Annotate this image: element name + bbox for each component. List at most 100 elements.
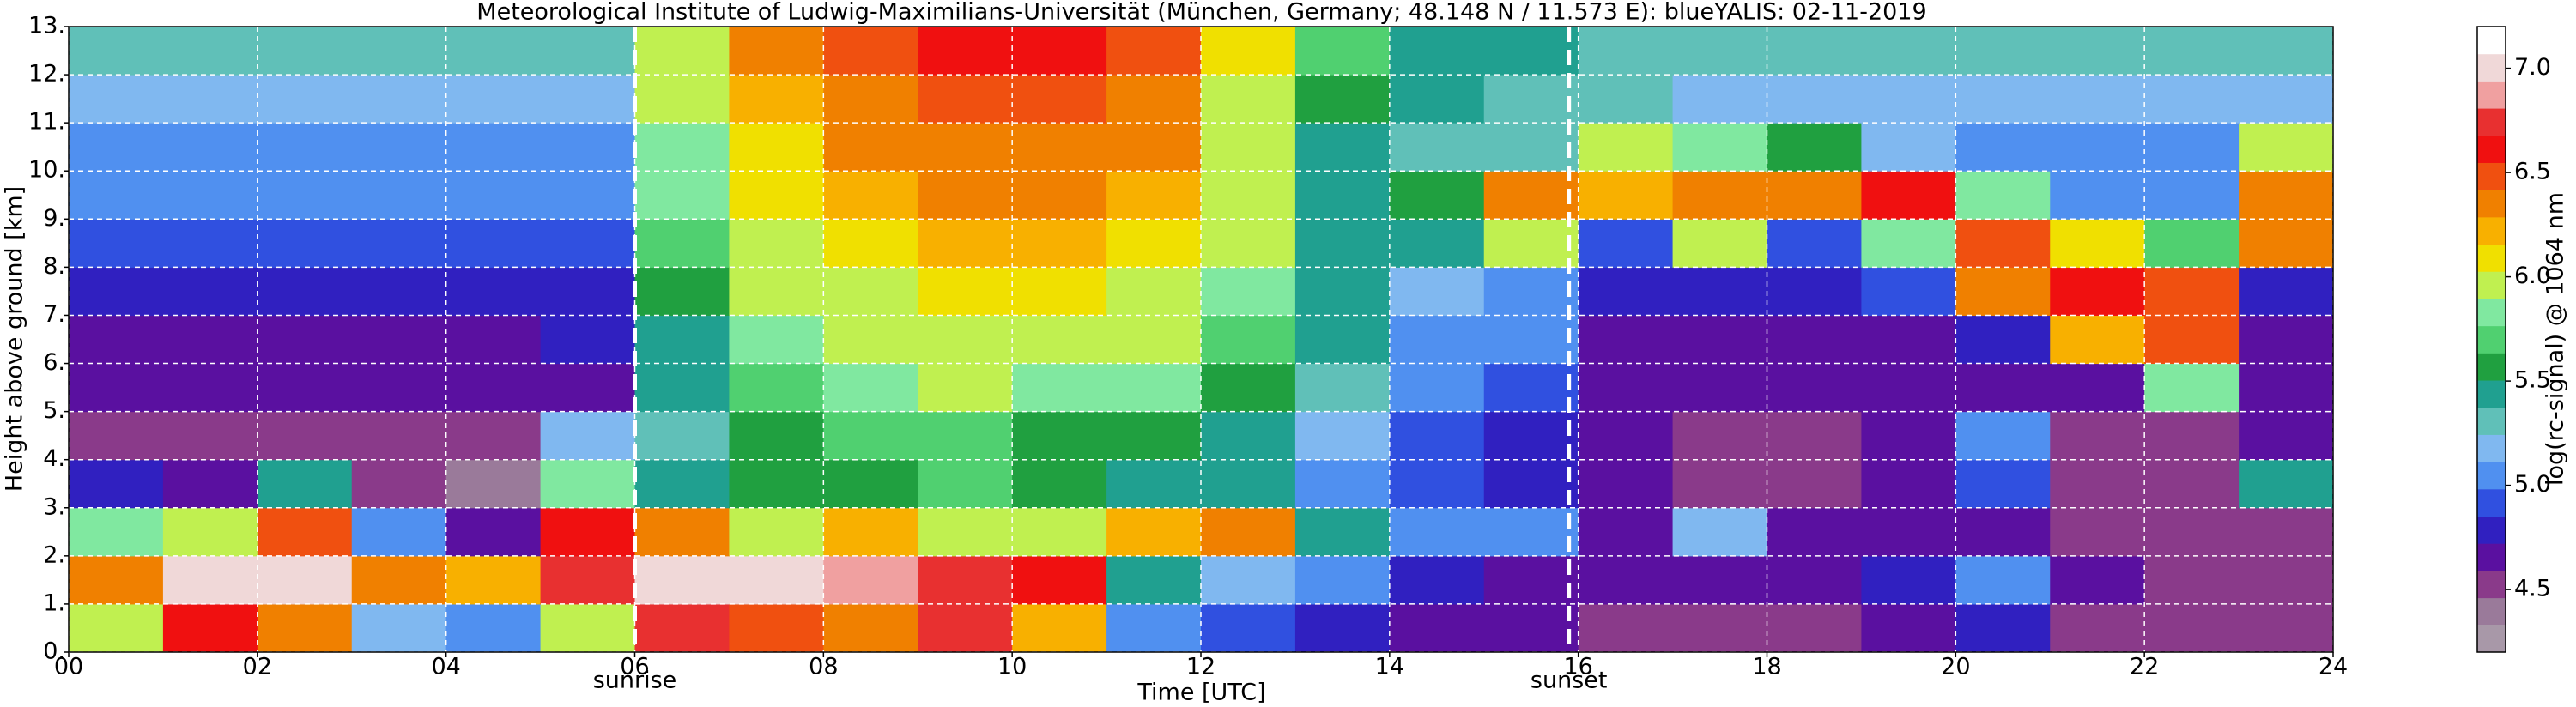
heatmap-cell [1767, 267, 1862, 316]
heatmap-cell [2050, 603, 2145, 653]
colorbar-segment [2477, 53, 2506, 82]
heatmap-cell [1106, 363, 1202, 413]
heatmap-cell [729, 267, 824, 316]
heatmap-cell [445, 603, 542, 653]
heatmap-cell [1294, 27, 1391, 76]
colorbar-segment [2477, 488, 2506, 517]
heatmap-cell [634, 219, 730, 268]
colorbar-segment [2477, 380, 2506, 408]
heatmap-cell [1389, 27, 1485, 76]
y-tick-label: 2. [43, 541, 65, 568]
heatmap-cell [1012, 219, 1107, 268]
heatmap-cell [69, 171, 164, 220]
heatmap-cell [1861, 27, 1956, 76]
heatmap-cell [823, 507, 918, 557]
heatmap-cell [1389, 507, 1485, 557]
heatmap-cell [162, 459, 258, 509]
heatmap-cell [1483, 507, 1579, 557]
x-tick-label: 18 [1752, 654, 1781, 680]
heatmap-cell [634, 363, 730, 413]
heatmap-cell [2144, 123, 2240, 172]
heatmap-cell [823, 123, 918, 172]
heatmap-cell [1483, 315, 1579, 365]
y-tick-label: 7. [43, 301, 65, 328]
heatmap-cell [1767, 75, 1862, 124]
heatmap-cell [1578, 507, 1674, 557]
heatmap-cell [1861, 411, 1956, 461]
colorbar-segment [2477, 597, 2506, 625]
plot-frame [68, 26, 2334, 653]
heatmap-cell [1672, 555, 1767, 605]
heatmap-cell [1201, 75, 1296, 124]
heatmap-cell [918, 27, 1013, 76]
heatmap-cell [1294, 315, 1391, 365]
colorbar-tick-label: 4.5 [2514, 576, 2551, 602]
heatmap-cell [162, 267, 258, 316]
heatmap-cell [540, 507, 635, 557]
heatmap-cell [2239, 267, 2334, 316]
heatmap-cell [1201, 507, 1296, 557]
heatmap-cell [1483, 219, 1579, 268]
heatmap-cell [1201, 267, 1296, 316]
heatmap-cell [162, 75, 258, 124]
x-tick-label: 06 [620, 654, 649, 680]
heatmap-cell [918, 603, 1013, 653]
heatmap-cell [1955, 363, 2051, 413]
heatmap-cell [445, 507, 542, 557]
y-tick-label: 0. [43, 638, 65, 665]
heatmap-cell [823, 219, 918, 268]
heatmap-cell [2144, 315, 2240, 365]
heatmap-cell [1955, 459, 2051, 509]
heatmap-cell [1483, 363, 1579, 413]
heatmap-cell [823, 411, 918, 461]
heatmap-cell [2144, 603, 2240, 653]
x-axis-title: Time [UTC] [1136, 680, 1265, 706]
heatmap-cell [918, 315, 1013, 365]
heatmap-cell [1106, 267, 1202, 316]
colorbar-segment [2477, 81, 2506, 109]
heatmap-cell [729, 171, 824, 220]
heatmap-cell [162, 315, 258, 365]
heatmap-cell [918, 555, 1013, 605]
heatmap-cell [351, 363, 447, 413]
heatmap-cell [1012, 411, 1107, 461]
heatmap-cell [69, 363, 164, 413]
heatmap-cell [1672, 363, 1767, 413]
heatmap-cell [540, 171, 635, 220]
heatmap-cell [540, 555, 635, 605]
heatmap-cell [823, 315, 918, 365]
heatmap-cell [634, 27, 730, 76]
heatmap-cell [445, 411, 542, 461]
y-tick-label: 6. [43, 349, 65, 376]
heatmap-cell [729, 555, 824, 605]
heatmap-cell [540, 603, 635, 653]
heatmap-cell [351, 123, 447, 172]
heatmap-cell [1106, 315, 1202, 365]
heatmap-cell [918, 507, 1013, 557]
heatmap-cell [1201, 123, 1296, 172]
heatmap-cell [1672, 315, 1767, 365]
heatmap-cell [1955, 411, 2051, 461]
heatmap-cell [2239, 555, 2334, 605]
heatmap-cell [445, 75, 542, 124]
heatmap-cell [1201, 363, 1296, 413]
heatmap-cell [2239, 219, 2334, 268]
colorbar-segment [2477, 244, 2506, 272]
heatmap-cell [2050, 75, 2145, 124]
colorbar-tick-label: 5.5 [2514, 367, 2551, 394]
heatmap-cell [257, 267, 353, 316]
x-tick-label: 02 [243, 654, 272, 680]
heatmap-cell [823, 171, 918, 220]
heatmap-cell [1672, 603, 1767, 653]
heatmap-cell [162, 27, 258, 76]
heatmap-cell [2144, 171, 2240, 220]
heatmap-cell [729, 219, 824, 268]
heatmap-cell [1767, 363, 1862, 413]
heatmap-cell [351, 171, 447, 220]
heatmap-cell [823, 603, 918, 653]
heatmap-cell [1106, 555, 1202, 605]
heatmap-cell [634, 75, 730, 124]
heatmap-cell [918, 459, 1013, 509]
y-tick-label: 13. [28, 13, 65, 39]
heatmap-cell [2239, 27, 2334, 76]
